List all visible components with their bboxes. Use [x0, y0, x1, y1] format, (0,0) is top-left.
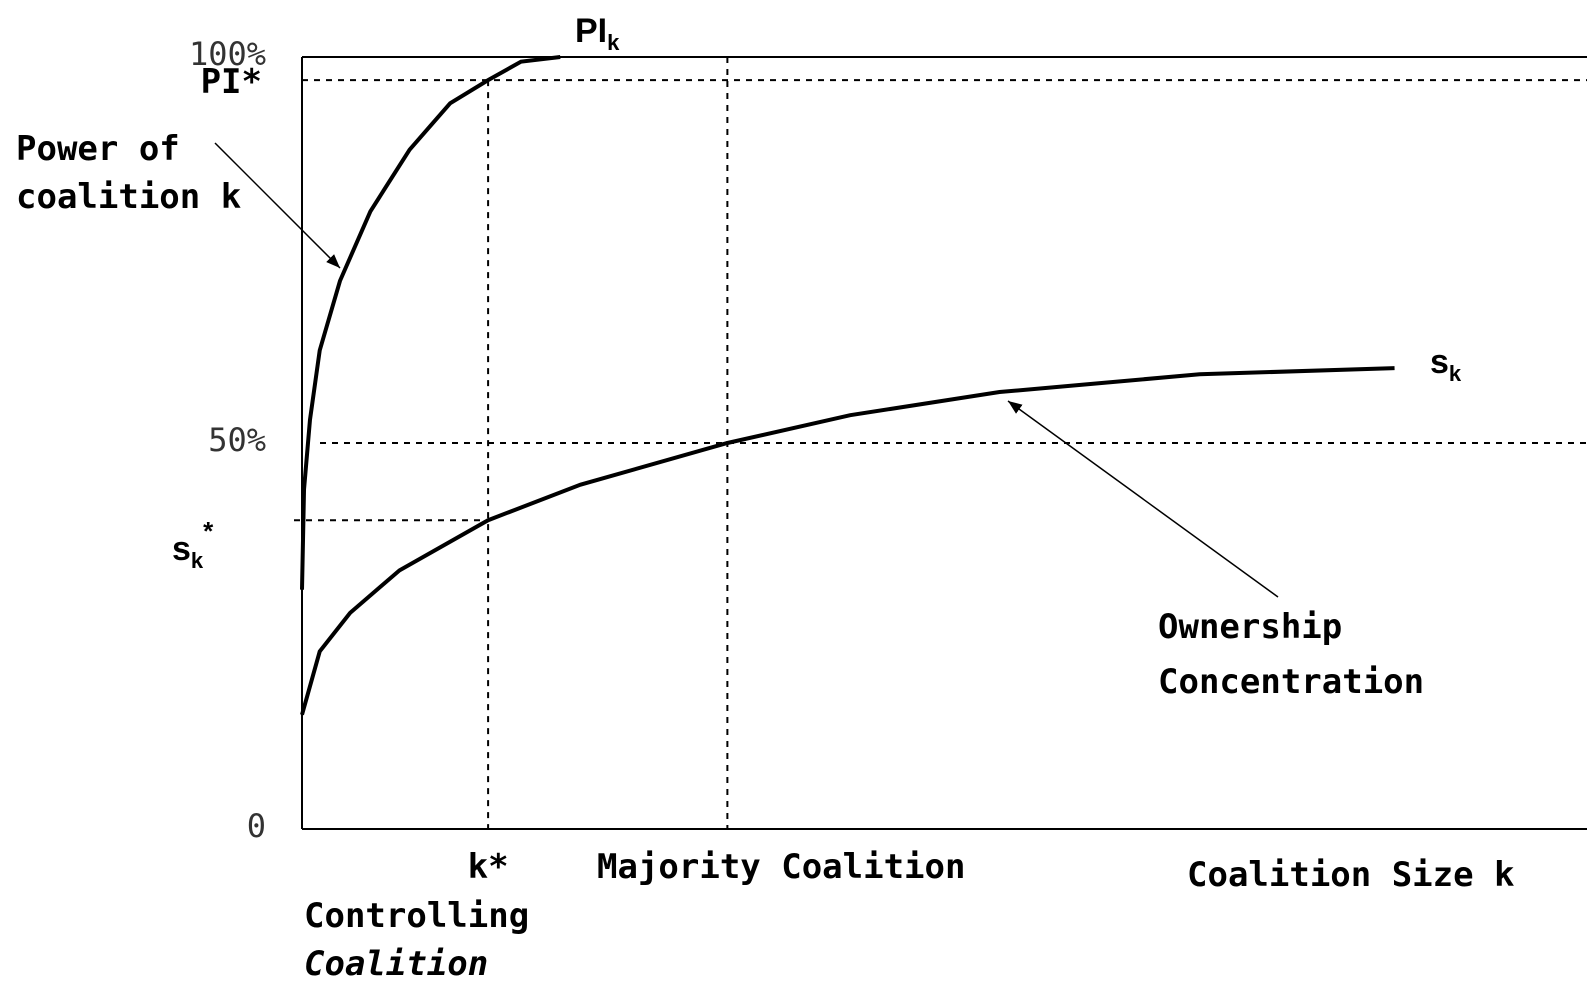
reference-label: sk*: [172, 516, 214, 573]
subscript: k: [1449, 361, 1462, 386]
reference-label: k*: [468, 847, 509, 887]
x-axis-label: Coalition Size k: [1187, 855, 1515, 895]
label: s: [172, 530, 191, 568]
reference-label: Majority Coalition: [597, 847, 965, 887]
reference-label: PI*: [201, 62, 262, 102]
arrow: [1007, 400, 1279, 598]
annotation: Coalition: [304, 944, 488, 984]
annotation: Power of: [16, 129, 180, 169]
series-line: [300, 366, 1395, 716]
superscript: *: [203, 516, 214, 546]
legend-label: sk: [1430, 343, 1462, 386]
arrow: [214, 142, 341, 269]
y-tick-label: 100%: [189, 35, 266, 73]
annotation: Controlling: [304, 896, 529, 936]
annotation: Concentration: [1158, 662, 1424, 702]
subscript: k: [607, 30, 620, 55]
legend-label: PIk: [575, 12, 620, 55]
annotation: Ownership: [1158, 607, 1342, 647]
series-line: [300, 55, 561, 590]
annotation: coalition k: [16, 177, 241, 217]
label: s: [1430, 343, 1449, 381]
label: PI: [575, 12, 607, 50]
y-tick-label: 0: [247, 807, 266, 845]
y-tick-label: 50%: [208, 421, 266, 459]
subscript: k: [191, 548, 204, 573]
